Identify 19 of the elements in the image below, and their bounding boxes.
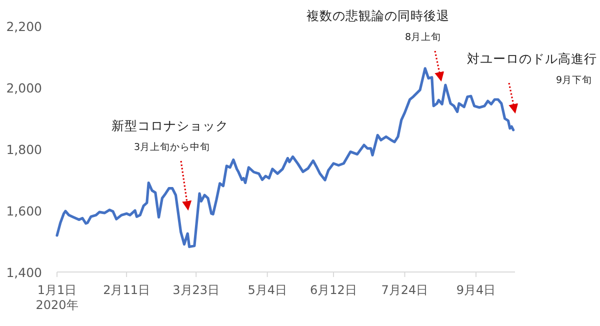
line-series: [56, 67, 515, 248]
y-tick-label: 2,200: [6, 19, 42, 34]
annotation: 対ユーロのドル高進行: [467, 51, 597, 66]
y-tick-label: 1,800: [6, 142, 42, 157]
y-tick-label: 1,600: [6, 204, 42, 218]
x-tick-label: 6月12日: [310, 283, 357, 297]
text: 9月下旬: [556, 74, 592, 86]
annotation: 8月上旬: [404, 31, 442, 43]
x-tick-label: 7月24日: [381, 283, 428, 297]
x-tick-label: 1月1日 2020年: [36, 283, 78, 312]
annotation: 3月上旬から中旬: [134, 141, 210, 153]
annotation: 新型コロナショック: [112, 118, 228, 133]
x-tick-label: 5月4日: [248, 283, 287, 297]
x-tick-label: 9月4日: [456, 283, 496, 297]
text: 複数の悲観論の同時後退: [306, 8, 450, 23]
y-tick-label: 1,400: [6, 265, 42, 280]
y-tick-label: 2,000: [6, 80, 42, 96]
x-tick-label: 3月23日: [172, 283, 220, 297]
x-tick-label: 2月11日: [103, 283, 150, 297]
